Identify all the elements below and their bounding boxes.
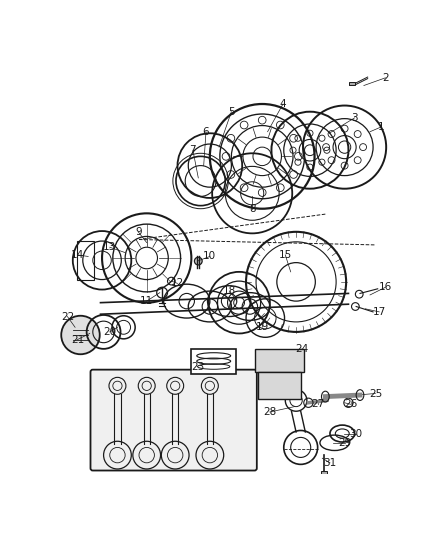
Text: 28: 28 <box>263 407 276 417</box>
Text: 31: 31 <box>323 458 336 468</box>
Bar <box>78 241 94 280</box>
Text: 16: 16 <box>379 282 392 292</box>
Text: 9: 9 <box>135 227 141 237</box>
Text: 30: 30 <box>350 429 363 439</box>
Text: 26: 26 <box>344 399 357 409</box>
Text: 21: 21 <box>71 335 84 345</box>
Text: 7: 7 <box>190 145 196 155</box>
Bar <box>321 471 327 474</box>
Bar <box>258 372 301 399</box>
Text: 29: 29 <box>338 438 351 448</box>
Bar <box>349 82 355 85</box>
Text: 23: 23 <box>192 361 205 372</box>
Text: 27: 27 <box>311 399 324 409</box>
Text: 24: 24 <box>296 344 309 354</box>
Circle shape <box>194 257 202 265</box>
Text: 6: 6 <box>203 127 209 137</box>
Text: 22: 22 <box>61 311 74 321</box>
Text: 18: 18 <box>223 286 237 296</box>
Text: 13: 13 <box>103 242 117 252</box>
Text: 14: 14 <box>71 250 84 260</box>
Circle shape <box>61 316 100 354</box>
Text: 19: 19 <box>256 322 269 332</box>
Text: 1: 1 <box>378 122 384 132</box>
Text: 11: 11 <box>140 296 153 306</box>
Bar <box>254 349 304 372</box>
Text: 2: 2 <box>382 73 389 83</box>
Text: 8: 8 <box>249 204 255 214</box>
Text: 17: 17 <box>373 307 386 317</box>
Text: 3: 3 <box>351 113 358 123</box>
Text: 15: 15 <box>279 250 292 260</box>
Text: 20: 20 <box>103 327 117 337</box>
FancyBboxPatch shape <box>191 349 236 374</box>
FancyBboxPatch shape <box>91 370 257 471</box>
Text: 12: 12 <box>171 278 184 288</box>
Text: 4: 4 <box>280 99 286 109</box>
Text: 5: 5 <box>228 107 235 117</box>
Text: 25: 25 <box>369 389 382 399</box>
Text: 10: 10 <box>203 252 216 262</box>
